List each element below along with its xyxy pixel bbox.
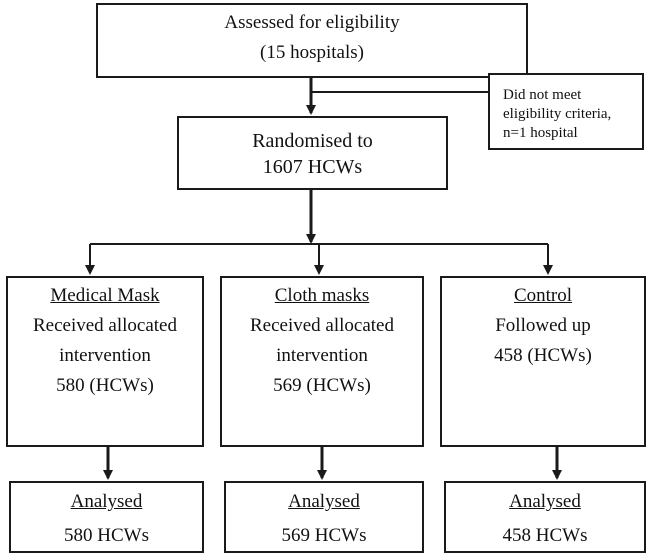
control-box: Control Followed up 458 (HCWs) [440, 276, 646, 447]
randomised-box: Randomised to 1607 HCWs [177, 116, 448, 190]
cloth-masks-box: Cloth masks Received allocated intervent… [220, 276, 424, 447]
assessed-label: Assessed for eligibility [224, 12, 400, 33]
arm-line-2: intervention [59, 345, 151, 366]
medical-mask-box: Medical Mask Received allocated interven… [6, 276, 204, 447]
analysed-count: 569 HCWs [281, 525, 367, 546]
arm-count: 569 (HCWs) [273, 375, 371, 396]
excluded-line-1: Did not meet [503, 87, 582, 103]
arm-count: 458 (HCWs) [494, 345, 592, 366]
arm-title: Cloth masks [274, 285, 370, 306]
analysed-medical-box: Analysed 580 HCWs [9, 481, 204, 553]
arm-line-1: Received allocated [249, 315, 394, 336]
arm-line-1: Followed up [495, 315, 591, 336]
excluded-line-2: eligibility criteria, [503, 106, 612, 122]
assessed-count: (15 hospitals) [260, 42, 364, 63]
randomised-count: 1607 HCWs [262, 156, 363, 178]
analysed-count: 458 HCWs [502, 525, 588, 546]
randomised-label: Randomised to [252, 130, 373, 152]
arm-line-1: Received allocated [32, 315, 177, 336]
excluded-box: Did not meet eligibility criteria, n=1 h… [488, 73, 644, 150]
arm-title: Control [513, 285, 573, 306]
assessed-box: Assessed for eligibility (15 hospitals) [96, 3, 528, 78]
arm-count: 580 (HCWs) [56, 375, 154, 396]
arm-title: Medical Mask [50, 285, 160, 306]
analysed-title: Analysed [509, 491, 581, 512]
analysed-count: 580 HCWs [64, 525, 149, 546]
analysed-cloth-box: Analysed 569 HCWs [224, 481, 424, 553]
analysed-control-box: Analysed 458 HCWs [444, 481, 646, 553]
analysed-title: Analysed [70, 491, 143, 512]
analysed-title: Analysed [288, 491, 360, 512]
arm-line-2: intervention [276, 345, 368, 366]
excluded-line-3: n=1 hospital [503, 125, 578, 141]
